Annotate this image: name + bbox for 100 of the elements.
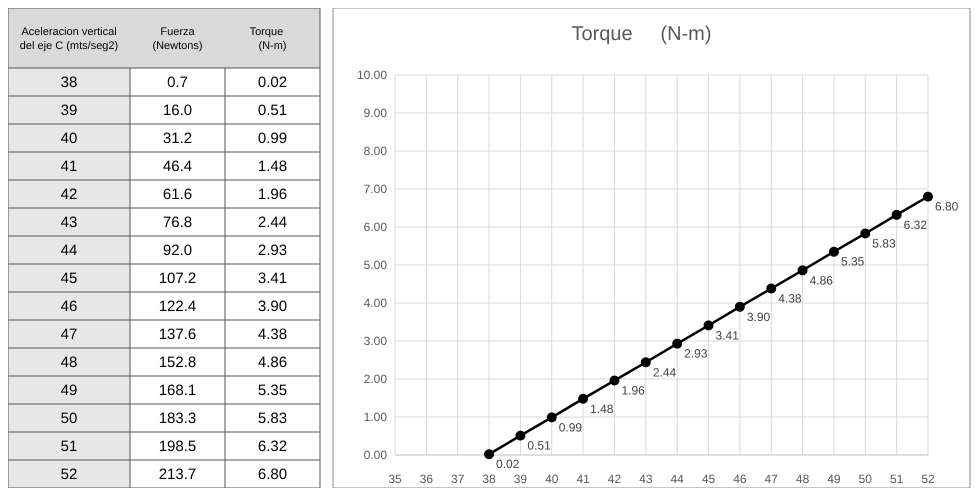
x-tick-label: 50 <box>858 472 872 486</box>
data-label: 46.4 <box>162 158 192 175</box>
data-label: 107.2 <box>158 270 196 287</box>
point <box>923 192 933 202</box>
point <box>798 265 808 276</box>
x-tick-label: 47 <box>764 472 778 486</box>
x-tick-label: 48 <box>796 472 810 486</box>
point <box>892 210 902 220</box>
data-label: 2.44 <box>258 214 288 231</box>
data-label: 152.8 <box>158 354 196 371</box>
y-tick-label: 9.00 <box>364 106 388 120</box>
data-label: 183.3 <box>158 410 196 427</box>
y-tick-label: 8.00 <box>364 144 388 158</box>
data-label: 5.35 <box>258 382 288 399</box>
y-tick-label: 50 <box>60 410 78 427</box>
y-tick-label: 10.00 <box>356 68 388 82</box>
y-tick-label: 5.00 <box>364 258 388 272</box>
point <box>515 430 526 441</box>
y-tick-label: 42 <box>60 186 78 203</box>
y-tick-label: 49 <box>60 382 78 399</box>
data-label: 4.38 <box>258 326 288 343</box>
x-tick-label: 46 <box>733 472 747 486</box>
x-tick-label: 39 <box>514 472 528 486</box>
x-tick-label: 45 <box>702 472 716 486</box>
data-label: 4.38 <box>778 292 802 306</box>
x-tick-label: 44 <box>670 472 684 486</box>
data-label: 0.02 <box>496 457 520 472</box>
y-tick-label: 46 <box>60 298 78 315</box>
data-label: 6.32 <box>904 218 928 232</box>
data-label: 198.5 <box>158 438 196 455</box>
y-tick-label: 43 <box>60 214 78 231</box>
data-label: 16.0 <box>162 102 192 119</box>
point <box>546 412 557 422</box>
data-label: 61.6 <box>162 186 192 203</box>
x-tick-label: 40 <box>545 472 559 486</box>
data-label: 122.4 <box>158 298 196 315</box>
data-label: 213.7 <box>158 466 196 483</box>
point <box>640 357 651 368</box>
y-tick-label: 0.00 <box>364 448 388 462</box>
y-tick-label: 3.00 <box>364 334 388 348</box>
y-tick-label: 4.00 <box>364 296 388 310</box>
y-tick-label: 6.00 <box>364 220 388 234</box>
y-tick-label: 41 <box>60 158 78 175</box>
point <box>860 228 870 238</box>
data-label: 3.90 <box>746 310 771 324</box>
x-tick-label: 52 <box>921 472 935 486</box>
data-label: 4.86 <box>810 273 834 288</box>
point <box>734 302 745 312</box>
x-tick-label: 43 <box>639 472 653 486</box>
x-tick-label: 51 <box>890 472 904 486</box>
data-label: 1.48 <box>590 402 614 416</box>
point <box>828 246 839 257</box>
x-tick-label: Fuerza (Newtons) <box>152 26 203 52</box>
x-tick-label: 38 <box>482 472 496 486</box>
data-label: 6.80 <box>258 466 288 483</box>
data-label: 168.1 <box>158 382 196 399</box>
data-label: 3.90 <box>258 298 288 315</box>
data-label: 1.48 <box>258 158 288 175</box>
x-tick-label: 49 <box>827 472 841 486</box>
data-label: 2.93 <box>684 346 708 361</box>
data-label: 31.2 <box>162 130 192 147</box>
data-label: 4.86 <box>258 354 288 371</box>
data-label: 3.41 <box>258 270 288 287</box>
y-tick-label: 2.00 <box>364 372 388 386</box>
x-tick-label: 36 <box>420 472 434 486</box>
y-tick-label: 51 <box>60 438 78 455</box>
y-tick-label: 7.00 <box>364 182 388 196</box>
point <box>484 449 494 460</box>
data-label: 5.83 <box>258 410 288 427</box>
data-label: 0.7 <box>167 74 188 91</box>
point <box>672 338 682 349</box>
point <box>766 284 776 294</box>
data-label: 5.35 <box>840 254 865 269</box>
x-tick-label: 41 <box>576 472 590 486</box>
data-label: 0.99 <box>258 130 288 147</box>
data-label: 0.51 <box>258 102 288 119</box>
point <box>578 394 588 404</box>
y-tick-label: 47 <box>60 326 78 343</box>
data-label: 6.80 <box>935 200 959 214</box>
y-tick-label: 45 <box>60 270 78 287</box>
y-tick-label: 48 <box>60 354 78 371</box>
y-tick-label: 39 <box>60 102 78 119</box>
x-tick-label: 37 <box>451 472 465 486</box>
data-label: 6.32 <box>258 438 288 455</box>
x-tick-label: 42 <box>608 472 622 486</box>
data-label: 0.02 <box>258 74 288 91</box>
data-label: 137.6 <box>158 326 196 343</box>
data-label: 76.8 <box>162 214 192 231</box>
y-tick-label: 44 <box>60 242 78 259</box>
data-label: 2.93 <box>258 242 288 259</box>
point <box>609 376 620 386</box>
data-label: 5.83 <box>872 236 896 250</box>
y-axis-title: Aceleracion vertical del eje C (mts/seg2) <box>20 26 118 52</box>
data-label: 2.44 <box>652 365 677 380</box>
data-label: 3.41 <box>716 328 740 342</box>
y-tick-label: 40 <box>60 130 78 147</box>
data-label: 0.99 <box>558 420 582 434</box>
data-label: 1.96 <box>621 384 646 398</box>
data-label: 92.0 <box>162 242 192 259</box>
data-label: 0.51 <box>527 438 552 453</box>
